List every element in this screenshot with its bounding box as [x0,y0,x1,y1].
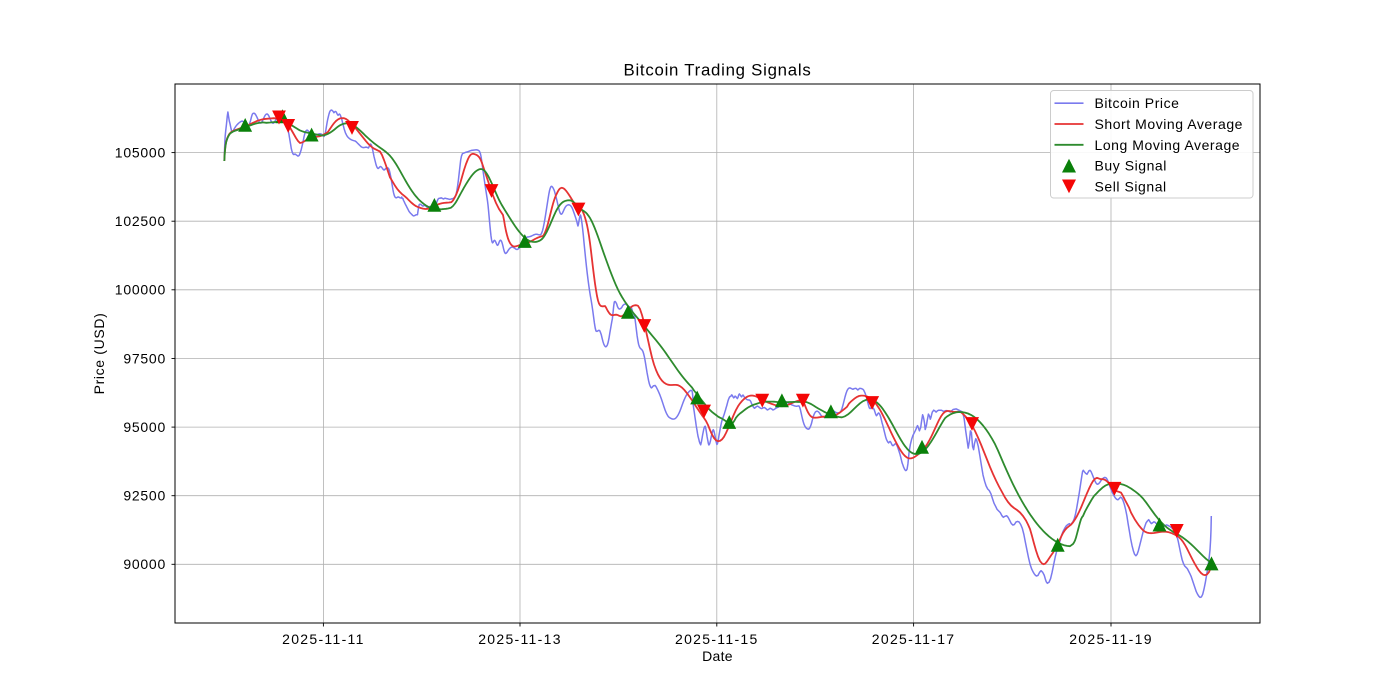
svg-text:2025-11-13: 2025-11-13 [478,631,562,647]
svg-text:2025-11-15: 2025-11-15 [675,631,759,647]
svg-text:Date: Date [702,648,733,664]
svg-text:105000: 105000 [115,144,166,160]
svg-text:Short Moving Average: Short Moving Average [1095,116,1244,132]
svg-text:95000: 95000 [123,419,166,435]
svg-text:90000: 90000 [123,556,166,572]
svg-text:Bitcoin Price: Bitcoin Price [1095,95,1180,111]
svg-text:92500: 92500 [123,488,166,504]
svg-text:97500: 97500 [123,350,166,366]
svg-text:Price (USD): Price (USD) [91,313,107,395]
svg-text:Bitcoin Trading Signals: Bitcoin Trading Signals [624,61,812,80]
svg-text:100000: 100000 [115,282,166,298]
svg-text:2025-11-17: 2025-11-17 [872,631,956,647]
svg-text:Sell Signal: Sell Signal [1095,178,1167,194]
svg-text:2025-11-11: 2025-11-11 [282,631,365,647]
svg-text:Buy Signal: Buy Signal [1095,158,1167,174]
svg-text:Long Moving Average: Long Moving Average [1095,137,1241,153]
svg-text:102500: 102500 [115,213,166,229]
svg-text:2025-11-19: 2025-11-19 [1069,631,1153,647]
